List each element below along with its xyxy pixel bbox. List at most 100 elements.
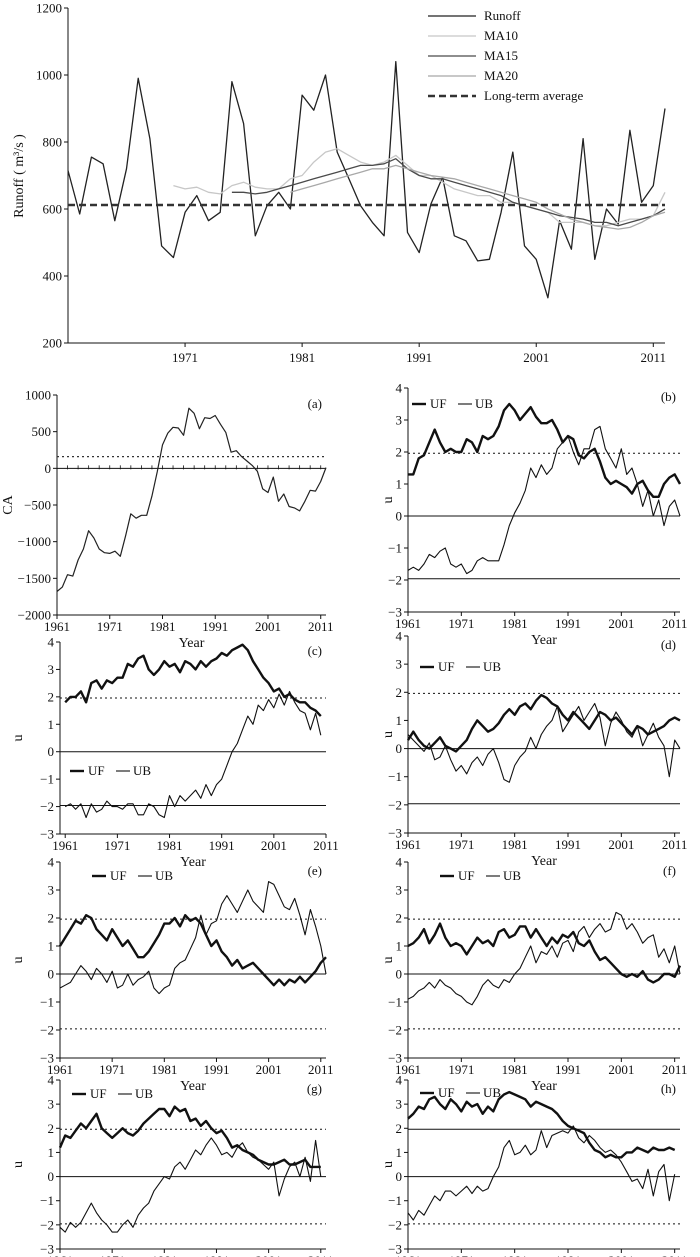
y-tick-label: −2 (388, 1217, 402, 1232)
y-axis-title: u (381, 497, 396, 504)
y-tick-label: 2 (48, 1121, 55, 1136)
y-tick-label: 0 (48, 967, 55, 982)
series-ub (64, 690, 322, 819)
x-tick-label: 2001 (608, 1062, 634, 1077)
x-tick-label: 2001 (523, 350, 549, 365)
y-tick-label: −3 (40, 1051, 54, 1066)
panel-label-d: (d) (661, 637, 676, 652)
y-tick-label: 4 (396, 629, 403, 644)
y-axis-title: u (11, 957, 26, 964)
x-tick-label: 1981 (502, 1253, 528, 1257)
x-tick-label: 1991 (406, 350, 432, 365)
x-axis-title: Year (180, 1079, 206, 1094)
x-tick-label: 1971 (448, 616, 474, 631)
y-tick-label: −500 (24, 498, 51, 513)
x-tick-label: 1981 (149, 619, 175, 634)
y-tick-label: 0 (396, 967, 403, 982)
legend-label-ma20: MA20 (484, 68, 518, 83)
series-ub (59, 1137, 322, 1233)
x-tick-label: 1991 (209, 838, 235, 853)
x-tick-label: 1961 (52, 838, 78, 853)
y-tick-label: −2 (40, 1023, 54, 1038)
x-tick-label: 2011 (662, 616, 688, 631)
panel-label-e: (e) (308, 863, 322, 878)
x-tick-label: 2011 (641, 350, 667, 365)
y-tick-label: −2 (388, 1023, 402, 1038)
legend-uf-label: UF (88, 763, 105, 778)
x-tick-label: 1981 (502, 616, 528, 631)
legend-uf-label: UF (430, 396, 447, 411)
y-tick-label: 3 (48, 1097, 55, 1112)
panel-label-h: (h) (661, 1081, 676, 1096)
series-runoff (67, 60, 666, 299)
x-tick-label: 1991 (555, 1062, 581, 1077)
y-tick-label: 500 (32, 424, 52, 439)
y-tick-label: −2 (40, 1217, 54, 1232)
y-tick-label: −1 (388, 769, 402, 784)
x-tick-label: 1971 (104, 838, 130, 853)
series-ub (407, 425, 681, 575)
y-tick-label: −2 (388, 573, 402, 588)
y-tick-label: −3 (388, 1242, 402, 1257)
x-tick-label: 1981 (289, 350, 315, 365)
x-tick-label: 1961 (395, 1062, 421, 1077)
y-tick-label: 0 (396, 1169, 403, 1184)
x-tick-label: 2011 (662, 1062, 688, 1077)
y-tick-label: 400 (43, 269, 63, 284)
y-tick-label: 1 (396, 1145, 403, 1160)
y-axis-title: u (381, 957, 396, 964)
y-tick-label: 3 (396, 657, 403, 672)
chart-panel-a: −2000 −1500 −1000 −500 0 500 1000 1961 1971 1981 1… (1, 388, 333, 652)
y-tick-label: 0 (48, 1169, 55, 1184)
y-tick-label: 2 (48, 689, 55, 704)
y-tick-label: 4 (396, 381, 403, 396)
x-tick-label: 2001 (256, 1253, 282, 1257)
y-tick-label: 2 (396, 1121, 403, 1136)
x-tick-label: 2001 (608, 1253, 634, 1257)
x-tick-label: 1981 (151, 1062, 177, 1077)
y-tick-label: 1 (396, 477, 403, 492)
x-tick-label: 2001 (255, 619, 281, 634)
y-tick-label: −2000 (18, 608, 51, 623)
x-tick-label: 2011 (662, 837, 688, 852)
panel-label-c: (c) (308, 643, 322, 658)
y-tick-label: 3 (48, 883, 55, 898)
y-tick-label: −3 (388, 605, 402, 620)
x-tick-label: 1971 (99, 1253, 125, 1257)
legend-ub-label: UB (155, 868, 173, 883)
series-uf (407, 1090, 676, 1159)
panel-label-g: (g) (307, 1081, 322, 1096)
y-tick-label: 1000 (25, 388, 51, 403)
runoff-legend: Runoff MA10 MA15 MA20 Long-term average (428, 8, 583, 103)
y-tick-label: 1000 (36, 68, 62, 83)
y-tick-label: 0 (396, 741, 403, 756)
y-tick-label: −1 (388, 995, 402, 1010)
y-tick-label: 2 (396, 911, 403, 926)
series-uf (58, 914, 327, 987)
x-tick-label: 1961 (47, 1062, 73, 1077)
y-tick-label: 0 (45, 461, 52, 476)
legend-ub-label: UB (135, 1086, 153, 1101)
y-tick-label: 4 (48, 635, 55, 650)
y-axis-title: u (381, 731, 396, 738)
y-axis-title: CA (1, 494, 16, 514)
x-tick-label: 1981 (502, 1062, 528, 1077)
x-tick-label: 1981 (502, 837, 528, 852)
x-tick-label: 1961 (395, 616, 421, 631)
y-tick-label: −1 (40, 995, 54, 1010)
x-tick-label: 1971 (172, 350, 198, 365)
x-tick-label: 1991 (203, 1253, 229, 1257)
legend-label-runoff: Runoff (484, 8, 521, 23)
x-tick-label: 2011 (308, 1062, 334, 1077)
y-tick-label: −1000 (18, 534, 51, 549)
x-axis-title: Year (531, 1079, 557, 1094)
y-tick-label: −3 (40, 1242, 54, 1257)
y-axis-title: Runoff ( m³/s ) (12, 134, 27, 218)
x-axis-title: Year (180, 855, 206, 870)
x-tick-label: 1991 (555, 616, 581, 631)
y-tick-label: 2 (396, 685, 403, 700)
x-tick-label: 2011 (313, 838, 339, 853)
x-tick-label: 2001 (608, 837, 634, 852)
